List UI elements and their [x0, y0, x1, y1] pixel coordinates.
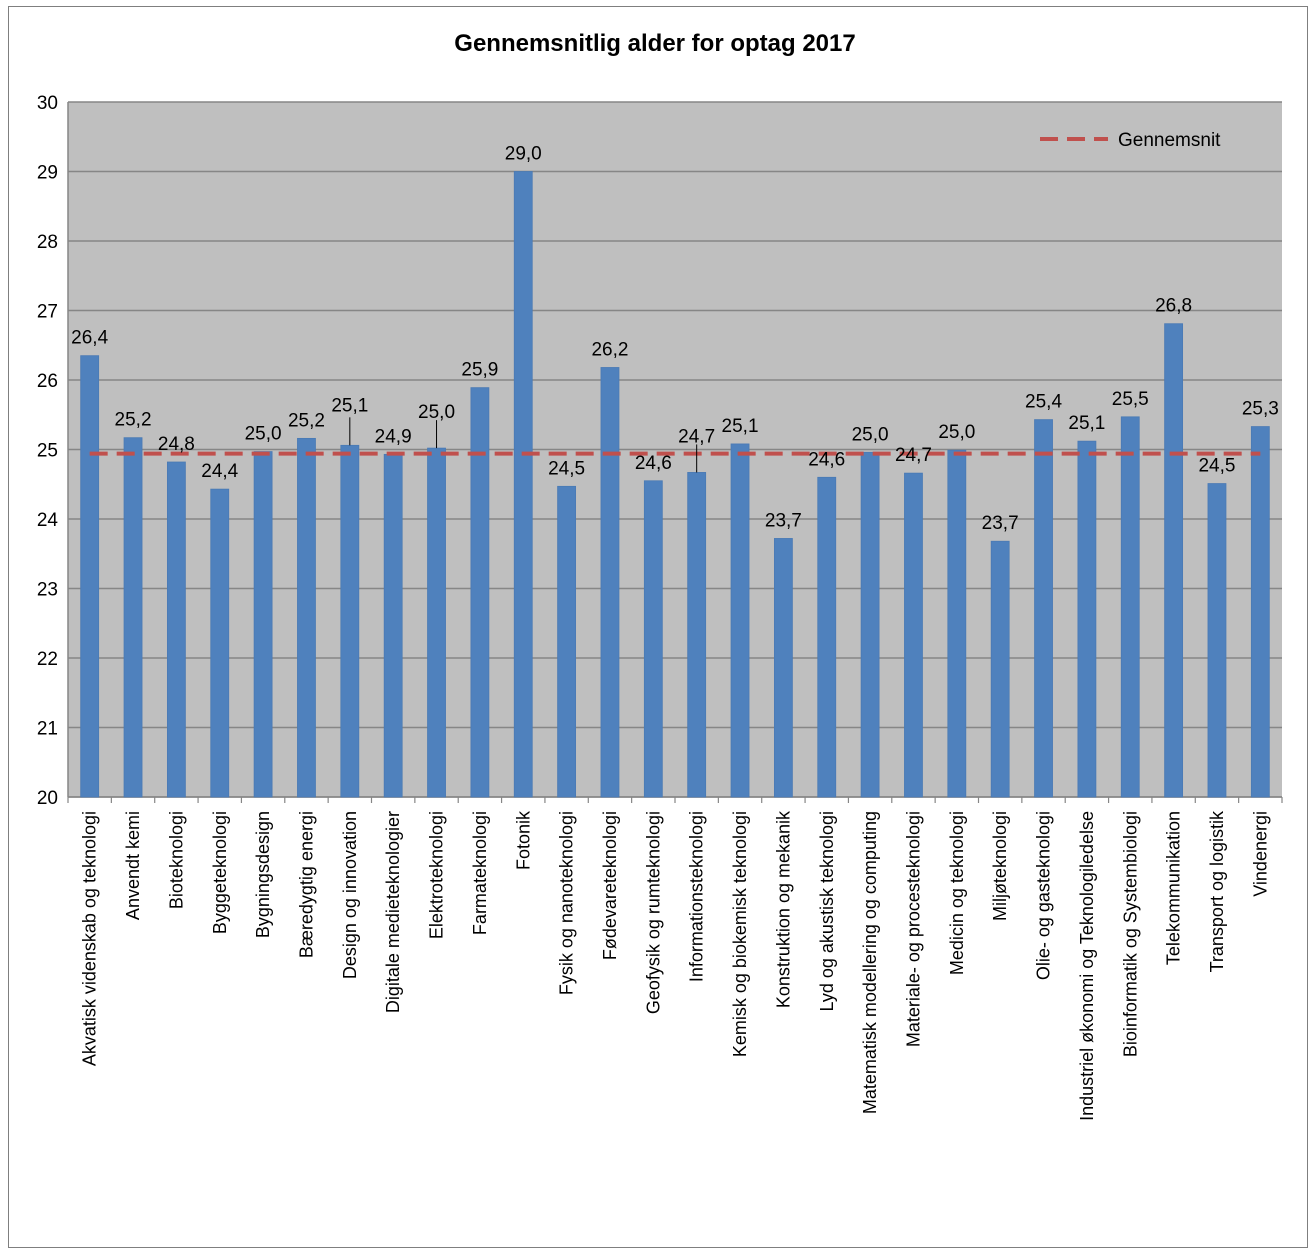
bar [1207, 483, 1227, 798]
category-label: Transport og logistik [1207, 810, 1227, 972]
y-tick-label: 24 [37, 510, 59, 531]
chart-title: Gennemsnitlig alder for optag 2017 [454, 30, 856, 57]
category-label: Materiale- og procesteknologi [903, 811, 923, 1047]
y-tick-label: 27 [37, 302, 58, 323]
data-label: 24,7 [895, 445, 932, 466]
category-label: Anvendt kemi [123, 811, 143, 920]
category-label: Digitale medieteknologier [383, 811, 403, 1013]
category-label: Bioinformatik og Systembiologi [1120, 811, 1140, 1057]
data-label: 29,0 [505, 144, 542, 165]
category-label: Fotonik [513, 810, 533, 870]
category-label: Fødevareteknologi [600, 811, 620, 960]
y-tick-label: 21 [37, 719, 58, 740]
data-label: 25,2 [115, 410, 152, 431]
category-label: Olie- og gasteknologi [1034, 811, 1054, 980]
bar [80, 355, 100, 798]
category-label: Matematisk modellering og computing [860, 811, 880, 1114]
bar [383, 453, 403, 798]
category-label: Medicin og teknologi [947, 811, 967, 975]
bar [1250, 426, 1270, 798]
category-label: Byggeteknologi [210, 811, 230, 934]
bar [210, 488, 230, 798]
bar [123, 437, 143, 798]
y-tick-label: 23 [37, 580, 58, 601]
y-tick-label: 22 [37, 649, 58, 670]
y-tick-label: 20 [37, 788, 58, 809]
bar [1034, 419, 1053, 798]
data-label: 25,0 [245, 424, 282, 445]
data-label: 25,0 [852, 424, 889, 445]
bar [947, 449, 967, 798]
bar [297, 437, 316, 798]
data-label: 23,7 [765, 510, 802, 531]
y-tick-label: 25 [37, 441, 58, 462]
category-label: Miljøteknologi [990, 811, 1010, 921]
bar [643, 480, 663, 798]
category-label: Industriel økonomi og Teknologiledelse [1077, 811, 1097, 1121]
bar [990, 540, 1010, 798]
bar [166, 461, 186, 798]
bar [904, 472, 923, 798]
data-label: 25,5 [1112, 389, 1149, 410]
bar [340, 444, 360, 798]
data-label: 25,1 [722, 416, 759, 437]
category-label: Elektroteknologi [427, 811, 447, 939]
category-label: Fysik og nanoteknologi [557, 811, 577, 995]
data-label: 25,4 [1025, 392, 1062, 413]
bar [730, 443, 750, 798]
category-label: Bæredygtig energi [296, 811, 316, 958]
bar [860, 451, 880, 798]
bar [427, 447, 446, 798]
data-label: 24,5 [548, 458, 585, 479]
y-tick-label: 26 [37, 371, 58, 392]
category-label: Geofysik og rumteknologi [643, 811, 663, 1014]
category-label: Bioteknologi [166, 811, 186, 909]
data-label: 26,2 [591, 339, 628, 360]
bar [687, 472, 707, 798]
y-tick-label: 28 [37, 232, 58, 253]
category-label: Lyd og akustisk teknologi [817, 811, 837, 1011]
category-label: Telekommunikation [1164, 811, 1184, 965]
category-label: Farmateknologi [470, 811, 490, 935]
bar [1077, 440, 1097, 798]
category-label: Design og innovation [340, 811, 360, 979]
y-tick-label: 29 [37, 163, 58, 184]
category-label: Bygningsdesign [253, 811, 273, 938]
bar [773, 538, 793, 798]
bar [557, 485, 577, 798]
category-label: Konstruktion og mekanik [773, 810, 793, 1008]
data-label: 24,5 [1198, 456, 1235, 477]
data-label: 25,0 [418, 402, 455, 423]
bar [817, 476, 837, 798]
bar [513, 171, 533, 798]
bar [470, 387, 490, 798]
data-label: 25,0 [938, 422, 975, 443]
data-label: 24,8 [158, 434, 195, 455]
data-label: 26,4 [71, 328, 108, 349]
bar [253, 451, 273, 798]
data-label: 23,7 [982, 513, 1019, 534]
data-label: 26,8 [1155, 296, 1192, 317]
category-label: Vindenergi [1250, 811, 1270, 897]
data-label: 24,4 [201, 461, 238, 482]
data-label: 25,9 [461, 360, 498, 381]
bar [600, 367, 620, 798]
data-label: 24,9 [375, 426, 412, 447]
category-label: Informationsteknologi [687, 811, 707, 982]
bar [1120, 416, 1140, 798]
data-label: 25,3 [1242, 399, 1279, 420]
data-label: 24,7 [678, 426, 715, 447]
data-label: 25,1 [1068, 413, 1105, 434]
data-label: 25,1 [331, 395, 368, 416]
data-label: 25,2 [288, 410, 325, 431]
bar [1164, 323, 1184, 798]
data-label: 24,6 [808, 449, 845, 470]
category-label: Kemisk og biokemisk teknologi [730, 811, 750, 1057]
y-tick-label: 30 [37, 93, 58, 114]
data-label: 24,6 [635, 453, 672, 474]
category-label: Akvatisk videnskab og teknologi [80, 811, 100, 1066]
legend-label: Gennemsnit [1118, 130, 1221, 151]
